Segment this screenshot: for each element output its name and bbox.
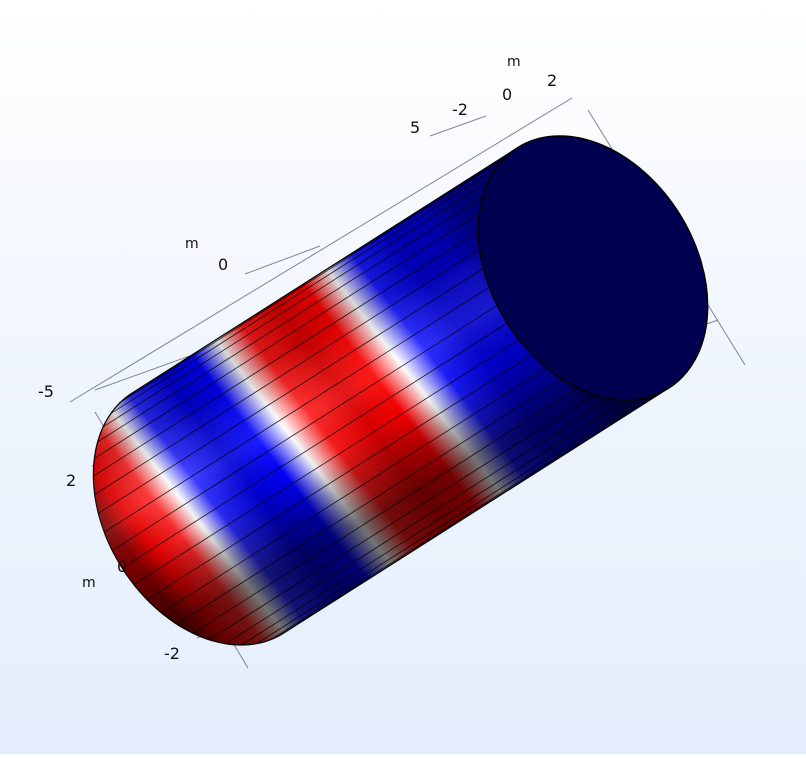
mesh-line bbox=[112, 305, 498, 551]
mesh-line bbox=[93, 230, 479, 477]
mesh-line bbox=[94, 213, 480, 459]
left-axis-tick: 5 bbox=[410, 118, 420, 137]
left-axis-unit: m bbox=[185, 236, 199, 252]
left-axis-tick: 0 bbox=[218, 255, 228, 274]
top-axis-unit: m bbox=[507, 54, 521, 70]
bottom-axis-tick: -2 bbox=[164, 644, 180, 663]
top-axis-tick: -2 bbox=[452, 100, 468, 119]
top-axis-tick: 0 bbox=[502, 85, 512, 104]
top-axis-tick: 2 bbox=[547, 71, 557, 90]
mesh-line bbox=[209, 394, 595, 641]
bottom-axis-unit: m bbox=[82, 575, 96, 591]
mesh-line bbox=[256, 398, 642, 644]
left-axis-tick: -5 bbox=[38, 382, 54, 401]
mesh-line bbox=[192, 387, 579, 634]
bottom-axis-tick: 0 bbox=[117, 557, 127, 576]
mesh-line bbox=[102, 181, 489, 428]
mesh-line bbox=[176, 378, 563, 625]
axis-labels: m -2 0 2 m -5 0 5 m 2 0 -2 bbox=[38, 54, 557, 663]
mesh-line bbox=[110, 168, 497, 414]
mesh-line bbox=[97, 196, 483, 443]
mesh-line bbox=[104, 286, 490, 533]
cylinder-endcap[interactable] bbox=[431, 94, 754, 443]
mesh-line bbox=[241, 399, 627, 645]
mesh-line bbox=[146, 354, 533, 600]
mesh-line bbox=[133, 339, 520, 585]
mesh-line bbox=[94, 249, 480, 495]
bottom-axis-tick: 2 bbox=[66, 471, 76, 490]
mesh-line bbox=[98, 267, 484, 514]
mesh-line bbox=[120, 156, 506, 403]
mesh-line bbox=[270, 394, 657, 640]
mesh-line bbox=[121, 322, 508, 569]
mesh-line bbox=[225, 398, 611, 645]
mesh-line bbox=[161, 367, 547, 614]
